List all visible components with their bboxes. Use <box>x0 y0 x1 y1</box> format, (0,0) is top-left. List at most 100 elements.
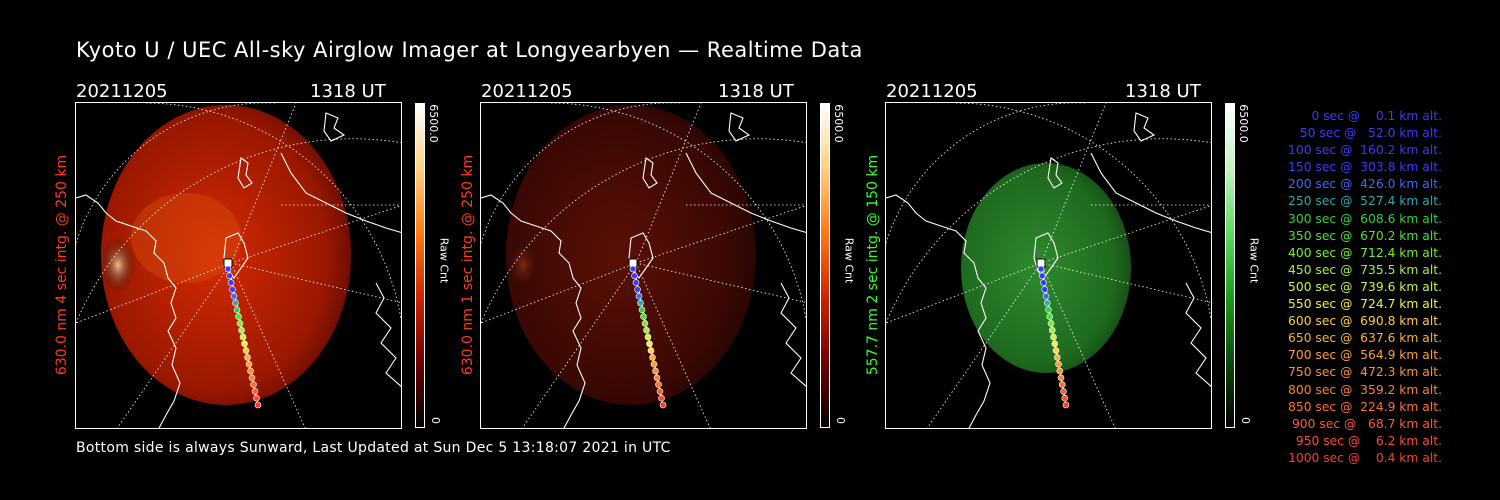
trajectory-point <box>1047 320 1055 327</box>
legend-row: 500 sec @ 739.6 km alt. <box>1284 279 1442 294</box>
trajectory-point <box>1056 367 1064 375</box>
panel-2-plot <box>481 103 806 428</box>
panel-3-time: 1318 UT <box>1125 81 1201 102</box>
panel-2-colorbar-max: 6500.0 <box>831 104 845 143</box>
trajectory-point <box>637 299 644 307</box>
airglow-field <box>961 163 1131 373</box>
panel-1-colorbar <box>415 103 425 428</box>
panel-3-colorbar <box>1225 103 1235 428</box>
legend-row: 600 sec @ 690.8 km alt. <box>1284 314 1442 329</box>
trajectory-point <box>250 381 257 388</box>
legend-row: 250 sec @ 527.4 km alt. <box>1284 194 1442 209</box>
panel-1-colorbar-min: 0 <box>429 417 442 424</box>
trajectory-point <box>238 326 245 334</box>
lat-lon-grid <box>886 103 1211 428</box>
page-title: Kyoto U / UEC All-sky Airglow Imager at … <box>76 38 863 62</box>
legend-row: 0 sec @ 0.1 km alt. <box>1299 109 1442 123</box>
panel-2-colorbar <box>820 103 830 428</box>
trajectory-point <box>232 299 239 307</box>
lat-lon-grid <box>76 103 401 428</box>
panel-2-date: 20211205 <box>481 81 573 102</box>
coastline-map <box>481 112 806 428</box>
trajectory-point <box>239 333 247 341</box>
panel-1-colorbar-max: 6500.0 <box>426 104 440 143</box>
footer-status: Bottom side is always Sunward, Last Upda… <box>76 440 671 456</box>
panel-1-image <box>75 102 402 429</box>
trajectory-point <box>649 354 656 361</box>
trajectory-point <box>650 360 658 368</box>
legend-row: 750 sec @ 472.3 km alt. <box>1284 365 1442 380</box>
legend-row: 550 sec @ 724.7 km alt. <box>1284 297 1442 312</box>
trajectory-point <box>1060 388 1067 395</box>
rocket-trajectory <box>628 258 667 409</box>
trajectory-point <box>656 388 664 395</box>
trajectory-point <box>653 374 661 382</box>
trajectory-point <box>227 279 235 286</box>
trajectory-point <box>631 272 638 280</box>
trajectory-point <box>638 306 646 314</box>
trajectory-point <box>1045 306 1052 314</box>
trajectory-point <box>1037 265 1045 273</box>
trajectory-point <box>236 320 244 327</box>
trajectory-point <box>1041 286 1049 293</box>
trajectory-point <box>244 354 251 361</box>
panel-1-date: 20211205 <box>76 81 168 102</box>
legend-row: 950 sec @ 6.2 km alt. <box>1291 433 1442 448</box>
trajectory-point <box>1050 333 1057 341</box>
trajectory-point <box>659 401 667 409</box>
aurora-glow <box>505 237 541 293</box>
legend-row: 850 sec @ 224.9 km alt. <box>1284 399 1442 414</box>
rocket-trajectory <box>1036 258 1070 409</box>
trajectory-point <box>224 265 232 273</box>
trajectory-point <box>634 286 641 293</box>
trajectory-point <box>640 313 647 320</box>
trajectory-point <box>226 272 233 280</box>
legend-row: 300 sec @ 608.6 km alt. <box>1284 211 1442 226</box>
trajectory-point <box>233 306 241 314</box>
trajectory-point <box>643 326 650 334</box>
trajectory-point <box>1040 279 1047 286</box>
trajectory-point <box>245 360 253 368</box>
trajectory-point <box>647 347 655 354</box>
panel-2-colorbar-min: 0 <box>834 417 847 424</box>
airglow-field <box>506 105 756 405</box>
trajectory-point <box>254 401 262 409</box>
trajectory-point <box>235 313 242 320</box>
trajectory-point <box>644 333 652 341</box>
trajectory-point <box>655 381 662 388</box>
airglow-field <box>101 105 351 405</box>
trajectory-point <box>1055 360 1062 368</box>
trajectory-point <box>1048 326 1056 334</box>
coastline-map <box>76 112 401 428</box>
trajectory-point <box>1052 347 1060 354</box>
trajectory-point <box>247 367 254 375</box>
panel-3-plot <box>886 103 1211 428</box>
trajectory-point <box>635 292 643 300</box>
panel-2-image <box>480 102 807 429</box>
trajectory-point <box>253 394 260 402</box>
legend-row: 450 sec @ 735.5 km alt. <box>1284 262 1442 277</box>
panel-1-colorbar-unit: Raw Cnt <box>437 237 451 284</box>
trajectory-legend: 0 sec @ 0.1 km alt. 50 sec @ 52.0 km alt… <box>1262 108 1442 467</box>
trajectory-point <box>1042 292 1050 300</box>
legend-row: 800 sec @ 359.2 km alt. <box>1284 382 1442 397</box>
trajectory-point <box>241 340 248 348</box>
trajectory-point <box>1038 272 1046 280</box>
legend-row: 1000 sec @ 0.4 km alt. <box>1288 450 1442 465</box>
panel-3-colorbar-min: 0 <box>1239 417 1252 424</box>
trajectory-point <box>251 388 259 395</box>
coastline-map <box>886 112 1211 428</box>
legend-row: 650 sec @ 637.6 km alt. <box>1284 331 1442 346</box>
panel-1-plot <box>76 103 401 428</box>
panel-3-date: 20211205 <box>886 81 978 102</box>
legend-row: 400 sec @ 712.4 km alt. <box>1284 245 1442 260</box>
trajectory-point <box>1058 381 1066 388</box>
trajectory-point <box>1061 394 1069 402</box>
panel-2-colorbar-unit: Raw Cnt <box>842 237 856 284</box>
trajectory-point <box>242 347 250 354</box>
panel-1-time: 1318 UT <box>310 81 386 102</box>
panel-3-colorbar-unit: Raw Cnt <box>1247 237 1261 284</box>
trajectory-point <box>641 320 649 327</box>
trajectory-point <box>632 279 640 286</box>
trajectory-point <box>1053 354 1061 361</box>
